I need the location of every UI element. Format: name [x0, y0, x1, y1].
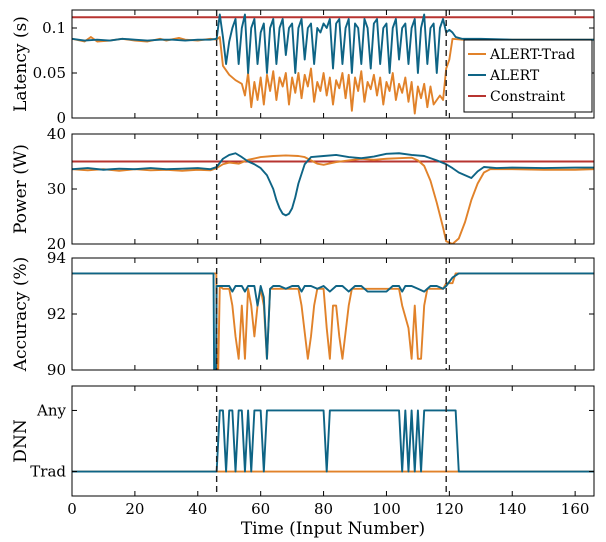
series-line-alert [72, 409, 594, 473]
plot-frame [71, 9, 595, 119]
y-tick-label: 0.05 [33, 64, 66, 82]
x-tick-label: 40 [188, 500, 207, 518]
series-line-alert [72, 13, 594, 74]
y-tick-label: 92 [47, 305, 66, 323]
x-tick-label: 60 [251, 500, 270, 518]
y-tick-label: 40 [47, 125, 66, 143]
series-line-alert [72, 152, 594, 217]
y-tick-label: 30 [47, 180, 66, 198]
y-tick-label: 0.1 [42, 19, 66, 37]
y-tick-label: 20 [47, 235, 66, 253]
series-line-alert [72, 272, 594, 370]
x-tick-label: 160 [561, 500, 590, 518]
plot-frame [71, 385, 595, 497]
x-tick-label: 140 [498, 500, 527, 518]
panel-4: Trad Any 0 20 40 60 80 100 120 140 160 DNN [11, 385, 595, 518]
panel-1: 0 0.05 0.1 Latency (s) ALERT-Trad ALERT Constr… [11, 9, 595, 127]
panel-3: 90 92 94 Accuracy (%) [11, 249, 595, 379]
y-tick-label: Trad [30, 463, 66, 481]
y-tick-label: 90 [47, 361, 66, 379]
x-tick-label: 100 [372, 500, 401, 518]
legend: ALERT-Trad ALERT Constraint [463, 39, 593, 113]
series-line-alert-trad [72, 272, 594, 370]
series-line-alert-trad [72, 36, 594, 115]
x-axis-label: Time (Input Number) [241, 519, 425, 539]
legend-label-alert: ALERT [489, 68, 540, 84]
x-tick-label: 120 [435, 500, 464, 518]
y-axis-label: Latency (s) [11, 16, 31, 112]
x-tick-label: 0 [67, 500, 77, 518]
y-tick-label: Any [36, 401, 66, 419]
y-tick-label: 94 [47, 249, 66, 267]
panel-2: 20 30 40 Power (W) [11, 125, 595, 253]
x-tick-label: 80 [314, 500, 333, 518]
x-tick-label: 20 [125, 500, 144, 518]
series-line-alert-trad [72, 154, 594, 244]
y-axis-label: Accuracy (%) [11, 257, 31, 372]
legend-label-constraint: Constraint [490, 89, 566, 105]
plot-frame [71, 133, 595, 245]
y-tick-label: 0 [56, 109, 66, 127]
legend-label-alert-trad: ALERT-Trad [489, 47, 575, 63]
y-axis-label: Power (W) [11, 144, 31, 234]
y-axis-label: DNN [11, 419, 31, 463]
